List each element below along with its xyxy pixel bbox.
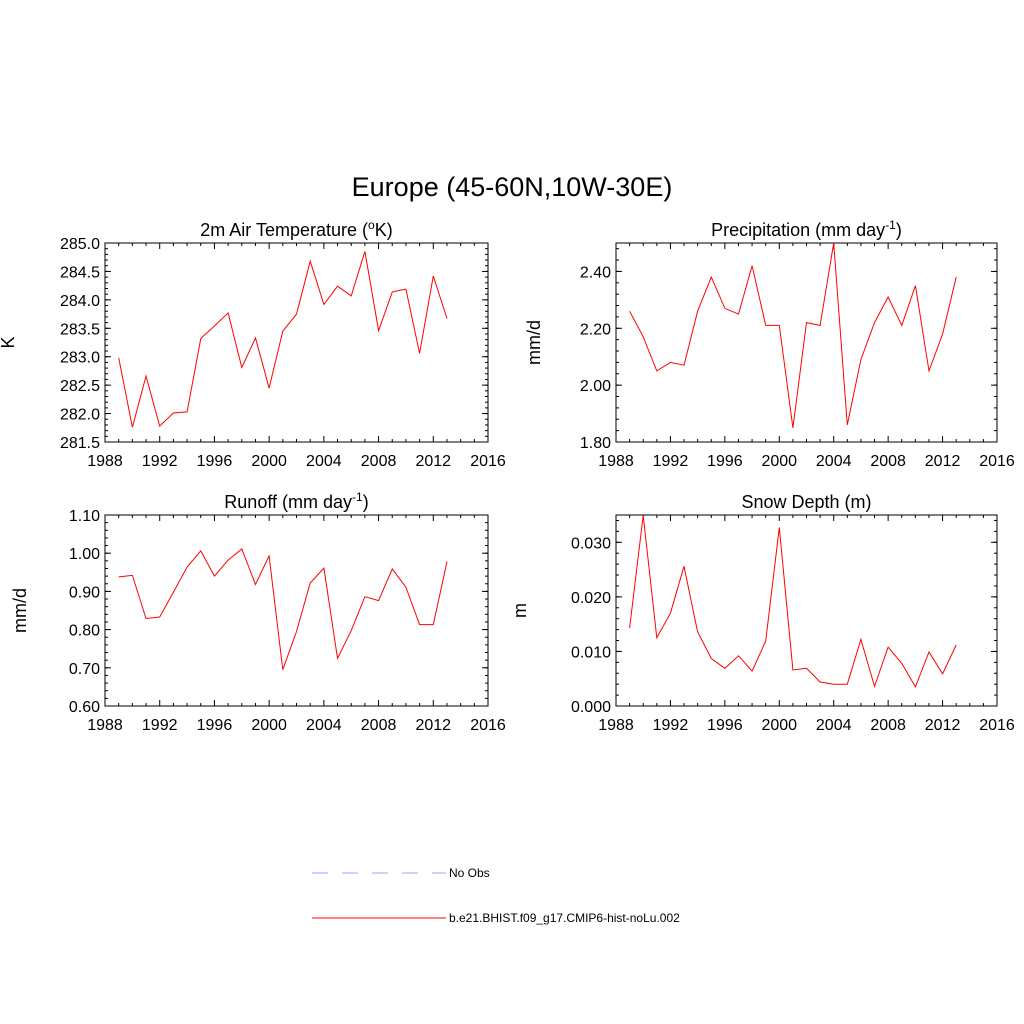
y-tick-label: 283.5 [60,321,100,338]
panel-title-superscript: o [368,218,375,232]
y-tick-label: 0.80 [69,623,100,640]
y-axis-label: mm/d [524,320,544,365]
x-tick-label: 2016 [979,453,1015,470]
panel-title: Precipitation (mm day-1) [711,218,902,240]
x-tick-label: 1988 [87,717,123,734]
panel-title-suffix: K) [375,220,393,240]
x-tick-label: 2000 [251,717,287,734]
x-tick-label: 2008 [361,453,397,470]
y-tick-label: 284.5 [60,264,100,281]
x-tick-label: 2016 [470,717,506,734]
y-tick-label: 0.000 [571,699,611,716]
series-line-1 [118,251,448,428]
x-tick-label: 1992 [142,717,178,734]
x-tick-label: 2008 [361,717,397,734]
legend-label-1: No Obs [449,866,490,880]
x-tick-label: 2008 [870,453,906,470]
x-tick-label: 1996 [197,717,233,734]
x-tick-label: 1996 [707,717,743,734]
panel-title-text: Snow Depth (m) [741,492,871,512]
y-tick-label: 2.20 [580,321,611,338]
x-tick-label: 2004 [816,453,852,470]
y-tick-label: 1.10 [69,508,100,525]
x-tick-label: 1992 [653,717,689,734]
x-tick-label: 2012 [415,717,451,734]
y-tick-label: 282.5 [60,378,100,395]
x-tick-label: 2012 [925,453,961,470]
x-tick-label: 1996 [707,453,743,470]
panel-title: 2m Air Temperature (oK) [200,218,392,240]
panel-title: Runoff (mm day-1) [224,490,368,512]
x-tick-label: 2000 [251,453,287,470]
x-tick-label: 1992 [653,453,689,470]
x-tick-label: 1988 [87,453,123,470]
panel-title-superscript: -1 [352,490,363,504]
y-tick-label: 281.5 [60,435,100,452]
panel-title-suffix: ) [363,492,369,512]
panel-title: Snow Depth (m) [741,492,871,512]
series-line-1 [629,242,957,428]
x-tick-label: 1988 [598,453,634,470]
y-tick-label: 1.00 [69,546,100,563]
y-tick-label: 0.010 [571,644,611,661]
panel-title-text: Runoff (mm day [224,492,352,512]
y-tick-label: 2.40 [580,264,611,281]
panel-4: Snow Depth (m) m 1988 1992 1996 2000 2004 2008 2… [510,492,1015,734]
y-tick-label: 282.0 [60,407,100,424]
legend-label-2: b.e21.BHIST.f09_g17.CMIP6-hist-noLu.002 [449,911,680,925]
y-axis-label: K [0,336,18,348]
series-line-1 [629,515,957,689]
panel-title-text: 2m Air Temperature ( [200,220,368,240]
x-tick-label: 2000 [761,717,797,734]
x-tick-label: 2008 [870,717,906,734]
panels: 2m Air Temperature (oK) K 1988 1992 1996 2000… [0,218,1015,734]
x-tick-label: 2004 [816,717,852,734]
panel-title-text: Precipitation (mm day [711,220,885,240]
y-axis-label: mm/d [10,588,30,633]
x-tick-label: 2012 [415,453,451,470]
y-axis-label: m [510,603,530,618]
y-tick-label: 283.0 [60,350,100,367]
y-tick-label: 0.030 [571,535,611,552]
x-tick-label: 2016 [979,717,1015,734]
series-line-1 [118,548,448,670]
y-tick-label: 0.70 [69,661,100,678]
y-tick-label: 285.0 [60,236,100,253]
x-tick-label: 1996 [197,453,233,470]
legend: No Obs b.e21.BHIST.f09_g17.CMIP6-hist-noL… [312,866,680,925]
panel-title-superscript: -1 [885,218,896,232]
panel-1: 2m Air Temperature (oK) K 1988 1992 1996 2000… [0,218,506,470]
x-tick-label: 1992 [142,453,178,470]
panel-2: Precipitation (mm day-1) mm/d 1988 1992 1996… [524,218,1015,470]
y-tick-label: 0.60 [69,699,100,716]
y-tick-label: 0.020 [571,590,611,607]
figure-title: Europe (45-60N,10W-30E) [352,172,673,202]
y-tick-label: 1.80 [580,435,611,452]
y-tick-label: 2.00 [580,378,611,395]
x-tick-label: 2012 [925,717,961,734]
x-tick-label: 1988 [598,717,634,734]
y-tick-label: 0.90 [69,584,100,601]
x-tick-label: 2016 [470,453,506,470]
panel-title-suffix: ) [896,220,902,240]
x-tick-label: 2004 [306,453,342,470]
x-tick-label: 2000 [761,453,797,470]
x-tick-label: 2004 [306,717,342,734]
panel-3: Runoff (mm day-1) mm/d 1988 1992 1996 2000 200… [10,490,506,734]
y-tick-label: 284.0 [60,293,100,310]
